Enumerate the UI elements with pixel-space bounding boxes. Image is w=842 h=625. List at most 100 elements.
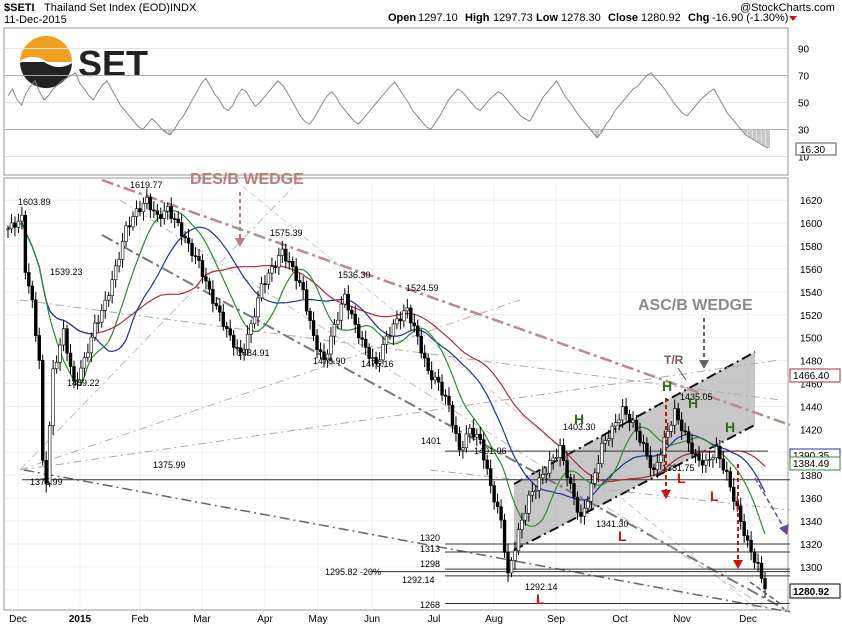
candle-body	[134, 208, 139, 217]
low-label: Low	[536, 12, 558, 24]
candle-body	[624, 406, 628, 415]
candle-body	[718, 446, 722, 460]
candle-body	[131, 216, 135, 228]
candle-body	[291, 261, 295, 268]
des-wedge-label: DES/B WEDGE	[190, 171, 304, 188]
candle-body	[166, 206, 170, 212]
candle-body	[395, 318, 399, 325]
candle-body	[384, 335, 389, 345]
candle-body	[565, 460, 569, 478]
asc-wedge-label: ASC/B WEDGE	[638, 297, 753, 314]
candle-body	[575, 496, 580, 513]
candle-body	[502, 519, 507, 553]
candle-body	[124, 225, 128, 242]
candle-body	[273, 266, 278, 268]
candle-body	[499, 506, 503, 521]
candle-body	[742, 521, 746, 536]
rsi-tick-label: 50	[798, 99, 810, 110]
candle-body	[110, 279, 114, 296]
fan-4	[19, 299, 521, 471]
horizontal-levels	[22, 450, 790, 605]
candle-body	[138, 208, 142, 213]
candle-body	[721, 458, 726, 471]
candle-body	[409, 307, 413, 324]
candle-body	[346, 293, 351, 311]
candle-body	[561, 445, 566, 461]
tr-label: T/R	[664, 353, 684, 367]
logo-text: SET	[78, 43, 148, 84]
level-1298: 1298	[420, 559, 440, 569]
chg-value: -16.90 (-1.30%)	[712, 12, 788, 24]
candle-body	[419, 335, 423, 354]
candle-body	[232, 334, 236, 348]
rsi-line	[7, 72, 769, 149]
fan-1	[19, 299, 781, 401]
candle-body	[82, 357, 87, 369]
candle-body	[100, 310, 104, 323]
candle-body	[183, 235, 187, 239]
candle-body	[676, 408, 680, 421]
ann-1341: 1341.30	[596, 519, 629, 529]
candle-body	[388, 335, 392, 338]
chart-header: $SETI Thailand Set Index (EOD) INDX 11-D…	[4, 2, 835, 26]
candle-body	[422, 352, 427, 359]
ann-1484: 1484.91	[237, 348, 270, 358]
candle-body	[34, 299, 38, 336]
high-label: High	[465, 12, 490, 24]
candle-body	[89, 336, 94, 354]
candle-body	[127, 225, 132, 228]
candle-body	[482, 439, 486, 461]
candle-body	[662, 437, 666, 456]
candle-body	[648, 455, 653, 469]
price-tick-label: 1600	[800, 219, 823, 230]
candle-body	[669, 424, 673, 432]
candle-body	[339, 303, 344, 321]
candle-body	[659, 454, 663, 463]
set-logo: SET	[19, 36, 148, 88]
candle-body	[534, 490, 538, 492]
open-label: Open	[388, 12, 416, 24]
candle-body	[416, 325, 420, 337]
candle-body	[103, 299, 107, 311]
candle-body	[322, 351, 326, 361]
candle-body	[527, 494, 531, 514]
price-tick-label: 1460	[800, 380, 823, 391]
candle-body	[176, 218, 180, 223]
watermark: @StockCharts.com	[740, 2, 835, 14]
time-tick-label: Sep	[547, 614, 565, 625]
chart-date: 11-Dec-2015	[4, 14, 67, 26]
candle-body	[336, 319, 340, 325]
ann-1478: 1478.90	[313, 356, 346, 366]
candles	[6, 188, 767, 598]
arrow-down-icon	[661, 490, 671, 499]
candle-body	[447, 395, 451, 406]
candle-body	[360, 337, 364, 340]
fan-3	[19, 179, 301, 471]
price-tick-label: 1520	[800, 311, 823, 322]
price-tick-label: 1620	[800, 196, 823, 207]
candle-body	[627, 413, 632, 423]
candle-body	[613, 422, 618, 427]
candle-body	[607, 438, 611, 441]
candle-body	[304, 289, 309, 312]
low-value: 1278.30	[561, 12, 601, 24]
price-tick-label: 1380	[800, 471, 823, 482]
candle-body	[690, 442, 694, 455]
price-panel	[3, 177, 789, 611]
candle-body	[86, 352, 90, 358]
candle-body	[433, 376, 437, 381]
open-value: 1297.10	[418, 12, 458, 24]
candle-body	[263, 283, 267, 286]
candle-body	[214, 303, 219, 307]
candle-body	[162, 210, 166, 219]
down-triangle-icon	[789, 16, 797, 21]
candle-body	[179, 222, 184, 237]
chg-label: Chg	[688, 12, 709, 24]
close-value: 1280.92	[641, 12, 681, 24]
candle-body	[329, 335, 333, 355]
candle-body	[186, 237, 191, 244]
candle-body	[728, 471, 732, 488]
candle-body	[461, 447, 465, 451]
candle-body	[443, 394, 448, 397]
